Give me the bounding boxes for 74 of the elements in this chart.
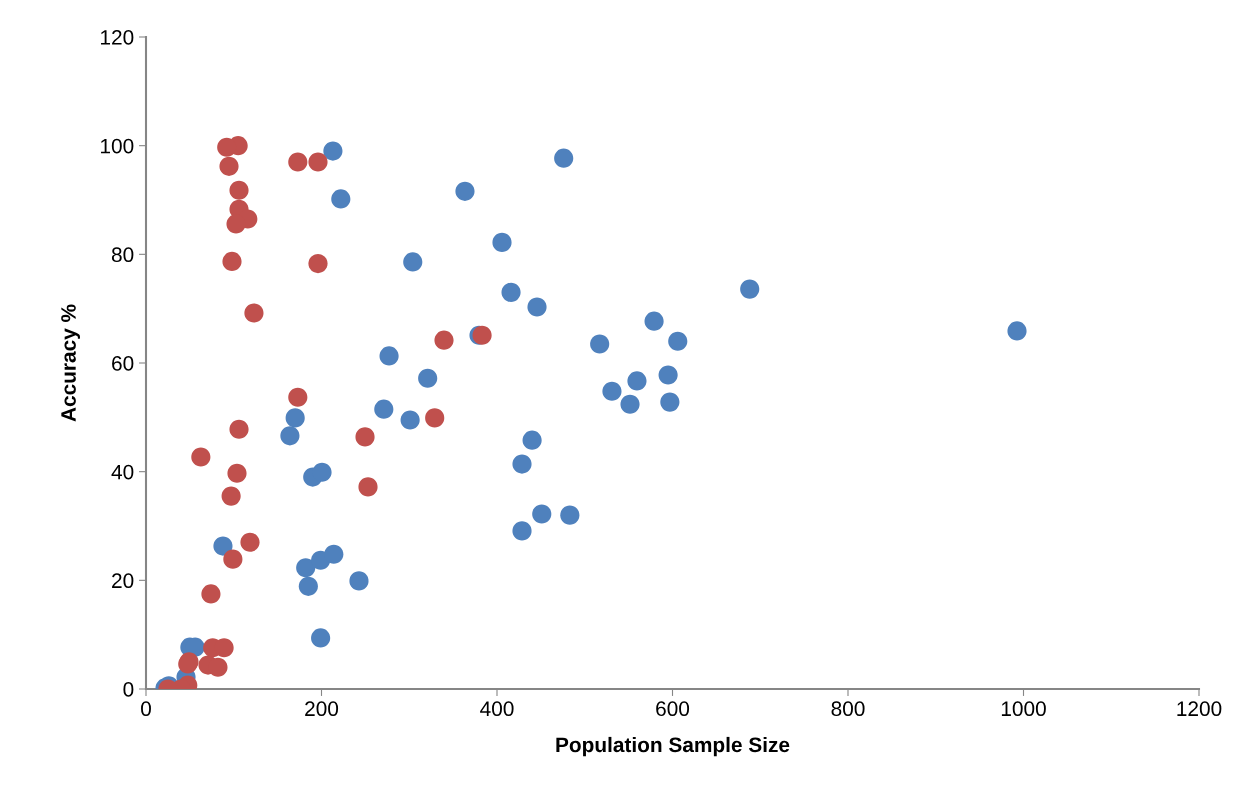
point	[418, 368, 438, 388]
point	[527, 297, 547, 317]
point	[379, 346, 399, 366]
point	[740, 279, 760, 299]
point	[658, 365, 678, 385]
point	[425, 408, 445, 428]
point	[308, 152, 328, 172]
point	[374, 399, 394, 419]
x-tick-label: 0	[141, 701, 151, 717]
x-tick-label: 1200	[1177, 701, 1222, 717]
point	[208, 657, 228, 677]
point	[627, 371, 647, 391]
point	[229, 180, 249, 200]
y-tick-label: 120	[101, 30, 134, 45]
point	[296, 558, 316, 578]
point	[285, 408, 305, 428]
x-tick-label: 600	[656, 701, 690, 717]
point	[244, 303, 264, 323]
point	[590, 334, 610, 354]
point	[492, 232, 512, 252]
y-axis-title: Accuracy %	[61, 304, 80, 422]
point	[226, 214, 246, 234]
point	[349, 571, 369, 591]
point	[240, 532, 260, 552]
point	[308, 254, 328, 274]
point	[288, 387, 308, 407]
point	[602, 381, 622, 401]
point	[217, 137, 237, 157]
point	[512, 454, 532, 474]
point	[280, 426, 300, 446]
point	[213, 536, 233, 556]
point	[298, 576, 318, 596]
point	[434, 330, 454, 350]
point	[455, 181, 475, 201]
y-tick-label: 80	[111, 247, 134, 263]
x-tick-label: 1000	[1001, 701, 1046, 717]
point	[403, 252, 423, 272]
point	[324, 544, 344, 564]
point	[222, 251, 242, 271]
point	[355, 427, 375, 447]
y-tick-label: 60	[112, 356, 134, 371]
point	[644, 311, 664, 331]
x-tick-label: 200	[305, 701, 339, 717]
point	[221, 486, 241, 506]
point	[501, 282, 521, 302]
point	[512, 521, 532, 541]
point	[223, 549, 243, 569]
point	[191, 447, 211, 467]
point	[358, 477, 378, 497]
y-tick-label: 0	[123, 682, 134, 697]
y-tick-label: 40	[111, 464, 134, 480]
point	[400, 410, 420, 430]
point	[229, 419, 249, 439]
point	[201, 584, 221, 604]
point	[311, 628, 331, 648]
point	[560, 505, 580, 525]
point	[522, 430, 542, 450]
x-axis-title: Population Sample Size	[556, 736, 790, 757]
point	[660, 392, 680, 412]
point	[323, 141, 343, 161]
point	[1007, 321, 1027, 341]
point	[532, 504, 552, 524]
x-tick-label: 800	[831, 701, 865, 717]
y-tick-label: 20	[112, 573, 134, 589]
point	[554, 148, 574, 168]
point	[331, 189, 351, 209]
point	[288, 152, 308, 172]
point	[620, 394, 640, 414]
point	[219, 156, 239, 176]
x-tick-label: 400	[480, 701, 514, 717]
point	[312, 462, 332, 482]
point	[668, 331, 688, 351]
point	[227, 463, 247, 483]
y-tick-label: 100	[101, 138, 134, 154]
